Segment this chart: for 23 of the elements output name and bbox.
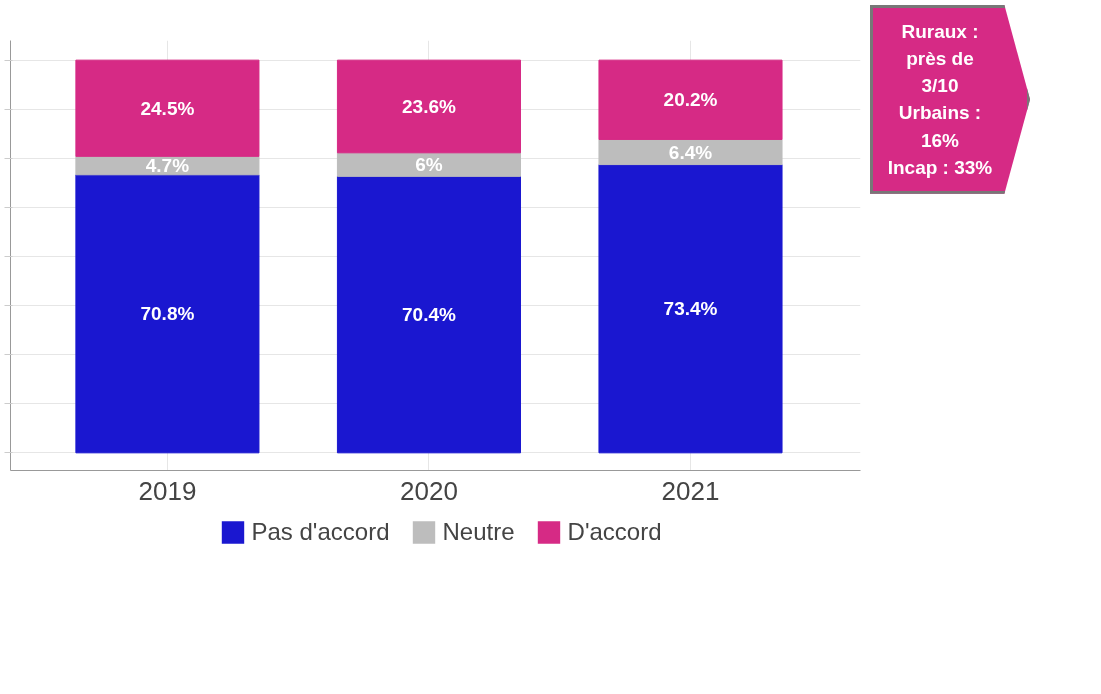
data-label: 6.4%	[668, 141, 713, 163]
bar	[75, 59, 260, 157]
data-label: 4.7%	[145, 155, 190, 177]
x-tick-label: 2020	[400, 475, 458, 506]
x-tick-label: 2019	[138, 475, 197, 506]
data-label: 73.4%	[663, 298, 718, 320]
legend-label: Pas d'accord	[251, 518, 390, 546]
x-tick-label: 2021	[661, 475, 720, 506]
text: Ruraux : près de 3/10 Urbains : 16% Incap : 33%	[870, 5, 1030, 194]
legend-label: D'accord	[567, 518, 662, 546]
data-label: 70.8%	[140, 303, 195, 325]
data-label: 20.2%	[663, 89, 718, 111]
bar	[336, 175, 521, 454]
data-label: 24.5%	[140, 97, 195, 119]
data-label: 70.4%	[402, 304, 456, 326]
data-label: 23.6%	[402, 95, 456, 117]
bar	[75, 174, 260, 454]
legend-label: Neutre	[442, 518, 515, 546]
bar	[336, 59, 521, 154]
data-label: 6%	[415, 154, 443, 176]
bar	[336, 152, 521, 177]
bar	[598, 164, 783, 454]
bar	[598, 59, 783, 140]
